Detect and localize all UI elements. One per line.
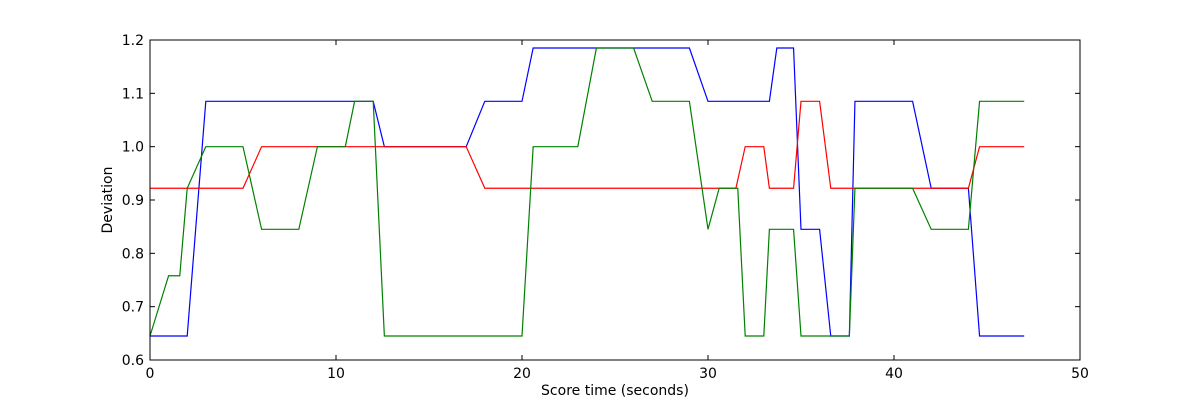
x-axis-label: Score time (seconds)	[541, 383, 689, 399]
x-tick-label: 50	[1071, 366, 1089, 382]
y-tick-label: 1.1	[122, 86, 144, 102]
series-line-1	[150, 47, 1025, 337]
y-tick-label: 0.6	[122, 353, 144, 369]
tick-layer: 0 10 20 30 40 50 0.6 0.7 0.8 0.9 1.0 1.1 1.2	[122, 33, 1089, 382]
series-layer	[149, 47, 1025, 337]
y-tick-label: 0.7	[122, 300, 144, 316]
x-tick-label: 10	[327, 366, 345, 382]
x-tick-label: 30	[699, 366, 717, 382]
series-line-3	[149, 47, 1025, 337]
x-tick-label: 0	[146, 366, 155, 382]
series-line-2	[150, 100, 1025, 189]
x-tick-label: 20	[513, 366, 531, 382]
x-tick-label: 40	[885, 366, 903, 382]
y-tick-label: 0.9	[122, 193, 144, 209]
y-axis-label: Deviation	[100, 167, 116, 234]
plot-frame	[149, 39, 1081, 361]
y-tick-label: 1.0	[122, 140, 144, 156]
y-tick-label: 1.2	[122, 33, 144, 49]
y-tick-label: 0.8	[122, 246, 144, 262]
